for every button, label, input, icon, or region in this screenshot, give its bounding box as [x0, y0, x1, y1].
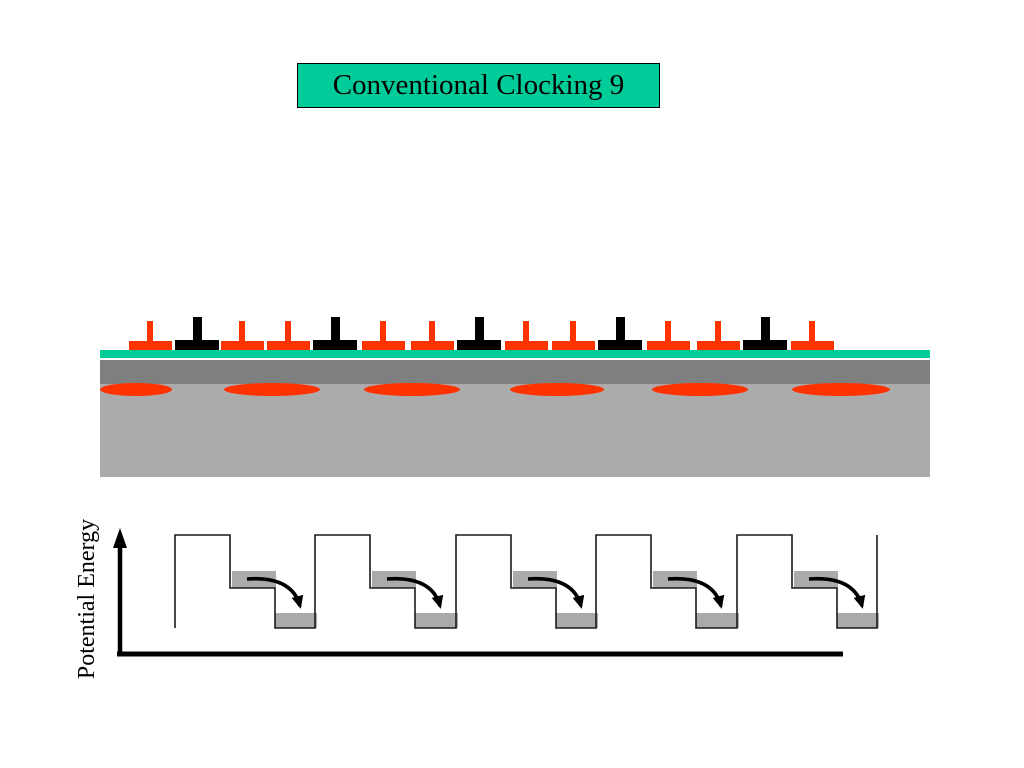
electrode-black-stem — [474, 317, 484, 340]
electrode-red-stem — [665, 321, 671, 341]
charge-transfer-arrow — [667, 576, 725, 609]
charge-packet — [510, 382, 604, 396]
electrode-red-bar — [504, 341, 548, 350]
electrode-red-stem — [809, 321, 815, 341]
electrode-black-bar — [457, 340, 501, 350]
electrode-black-bar — [175, 340, 219, 350]
insulator-layer — [100, 350, 930, 358]
substrate-layer — [100, 384, 930, 477]
charge-packet — [792, 382, 890, 396]
electrode-black-bar — [598, 340, 642, 350]
y-axis-arrowhead-icon — [113, 528, 127, 548]
electrode-red-stem — [715, 321, 721, 341]
electrode-red-bar — [696, 341, 740, 350]
electrode-red-bar — [790, 341, 834, 350]
electrode-black-stem — [760, 317, 770, 340]
electrode-red-bar — [220, 341, 264, 350]
electrode-red-stem — [429, 321, 435, 341]
electrode-red-bar — [646, 341, 690, 350]
charge-in-well — [556, 613, 598, 628]
electrode-red-stem — [239, 321, 245, 341]
electrode-black-bar — [313, 340, 357, 350]
potential-staircase — [174, 534, 878, 629]
charge-in-well — [275, 613, 317, 628]
electrode-red-bar — [266, 341, 310, 350]
electrode-red-bar — [361, 341, 405, 350]
electrode-red-stem — [285, 321, 291, 341]
charge-transfer-arrow — [246, 576, 304, 609]
electrode-red-bar — [410, 341, 454, 350]
electrode-black-bar — [743, 340, 787, 350]
electrode-black-stem — [330, 317, 340, 340]
electrode-black-stem — [615, 317, 625, 340]
charge-packet — [100, 382, 172, 396]
depletion-layer — [100, 360, 930, 384]
electrode-red-bar — [551, 341, 595, 350]
electrode-red-bar — [128, 341, 172, 350]
y-axis-label: Potential Energy — [74, 519, 100, 679]
slide-title-box: Conventional Clocking 9 — [297, 63, 660, 108]
electrode-red-stem — [523, 321, 529, 341]
electrode-red-stem — [380, 321, 386, 341]
charge-packet — [652, 382, 748, 396]
charge-in-well — [415, 613, 458, 628]
charge-packet — [224, 382, 320, 396]
charge-in-well — [696, 613, 739, 628]
electrode-red-stem — [570, 321, 576, 341]
charge-in-well — [837, 613, 879, 628]
charge-packet — [364, 382, 460, 396]
charge-transfer-arrow — [527, 576, 585, 609]
charge-transfer-arrow — [808, 576, 866, 609]
electrode-red-stem — [147, 321, 153, 341]
charge-transfer-arrow — [386, 576, 444, 609]
electrode-black-stem — [192, 317, 202, 340]
slide-title: Conventional Clocking 9 — [332, 69, 625, 101]
